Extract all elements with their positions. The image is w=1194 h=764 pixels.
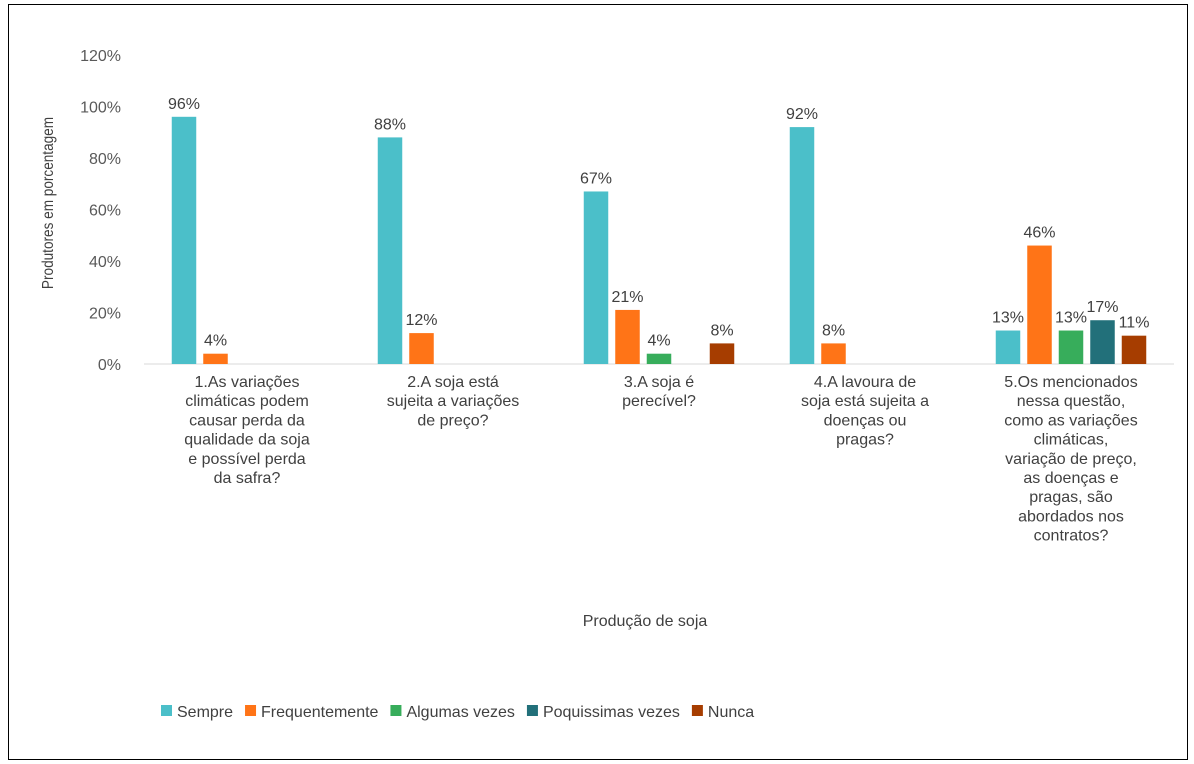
category-labels: 1.As variações climáticas podem causar per…	[184, 374, 1137, 545]
data-label: 11%	[1119, 315, 1150, 332]
data-label: 88%	[374, 116, 406, 133]
data-label: 13%	[1055, 310, 1087, 327]
category-label: 3.A soja é perecível?	[622, 374, 696, 410]
y-tick-label: 100%	[80, 100, 121, 117]
legend-label: Algumas vezes	[406, 704, 515, 721]
bar-sempre	[789, 127, 815, 364]
data-label: 92%	[786, 106, 818, 123]
chart-frame: 0% 20% 40% 60% 80% 100% 120% 96% 4% 88% 12% 67% 21%…	[8, 4, 1188, 760]
data-label: 13%	[992, 310, 1024, 327]
y-tick-label: 20%	[89, 306, 121, 323]
bar-chart: 0% 20% 40% 60% 80% 100% 120% 96% 4% 88% 12% 67% 21%…	[40, 48, 1174, 721]
bar-sempre	[583, 191, 609, 364]
data-label: 8%	[822, 322, 845, 339]
legend-label: Sempre	[177, 704, 233, 721]
data-label: 21%	[611, 289, 643, 306]
legend-swatch	[390, 705, 402, 716]
data-label: 4%	[204, 333, 227, 350]
bar-algumas-vezes	[646, 353, 672, 364]
data-label: 4%	[647, 333, 670, 350]
bar-frequentemente	[203, 353, 228, 364]
bar-poquissimas-vezes	[1090, 320, 1115, 364]
data-label: 67%	[580, 170, 612, 187]
data-label: 12%	[405, 312, 437, 329]
bar-frequentemente	[821, 343, 846, 364]
category-label: 4.A lavoura de soja está sujeita a doenças…	[801, 374, 929, 449]
bar-sempre	[171, 116, 197, 364]
y-tick-label: 0%	[98, 357, 121, 374]
y-tick-label: 60%	[89, 203, 121, 220]
legend-swatch	[526, 705, 538, 716]
data-label: 17%	[1086, 299, 1118, 316]
legend-swatch	[691, 705, 703, 716]
data-label: 46%	[1023, 225, 1055, 242]
data-label: 8%	[710, 322, 733, 339]
legend-swatch	[245, 705, 257, 716]
data-labels: 96%4%88%12%67%21%4%8%92%8%13%46%13%17%11…	[168, 96, 1149, 350]
bar-nunca	[709, 343, 735, 364]
bar-algumas-vezes	[1058, 330, 1084, 364]
legend-swatch	[161, 705, 172, 716]
y-axis-title: Produtores em porcentagem	[40, 117, 57, 289]
y-tick-label: 40%	[89, 254, 121, 271]
legend-label: Frequentemente	[261, 704, 379, 721]
bar-frequentemente	[1027, 245, 1052, 364]
category-label: 1.As variações climáticas podem causar per…	[184, 374, 310, 487]
bar-frequentemente	[615, 309, 640, 364]
bar-frequentemente	[409, 333, 434, 364]
bar-sempre	[995, 330, 1021, 364]
y-tick-label: 120%	[80, 48, 121, 65]
category-label: 2.A soja está sujeita a variações de preço…	[387, 374, 520, 429]
legend-label: Poquissimas vezes	[543, 704, 680, 721]
legend: Sempre Frequentemente Algumas vezes Poquiss…	[161, 704, 754, 721]
y-axis-ticks: 0% 20% 40% 60% 80% 100% 120%	[80, 48, 121, 374]
y-tick-label: 80%	[89, 151, 121, 168]
x-axis-title: Produção de soja	[583, 613, 708, 630]
bars	[171, 116, 1147, 364]
category-label: 5.Os mencionados nessa questão, como as va…	[1004, 374, 1137, 545]
bar-nunca	[1121, 335, 1147, 364]
data-label: 96%	[168, 96, 200, 113]
bar-sempre	[377, 137, 403, 364]
legend-label: Nunca	[708, 704, 754, 721]
